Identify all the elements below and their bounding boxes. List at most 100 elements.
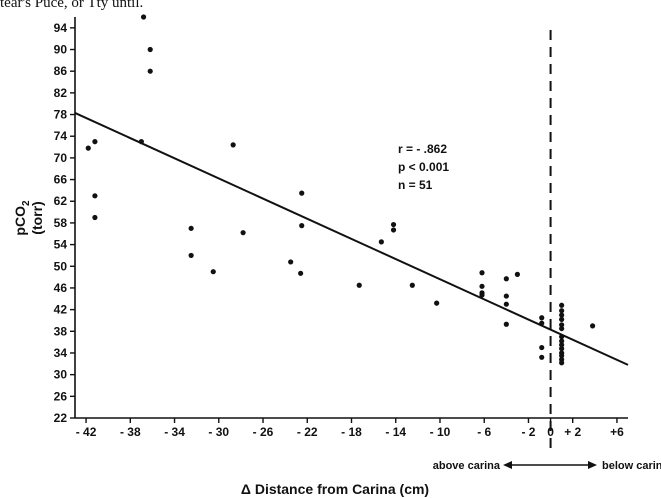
data-point	[92, 193, 98, 199]
data-point	[590, 323, 596, 329]
y-tick-label: 50	[54, 259, 68, 273]
data-point	[539, 354, 545, 360]
y-tick-label: 70	[54, 151, 68, 165]
x-tick-label: - 18	[341, 425, 362, 439]
data-point	[434, 300, 440, 306]
data-point	[288, 259, 294, 265]
data-point	[559, 346, 565, 352]
x-tick-label: - 22	[297, 425, 318, 439]
data-point	[503, 293, 509, 299]
data-point	[299, 223, 305, 229]
y-axis-title-line1: pCO2	[12, 200, 32, 236]
data-point	[559, 308, 565, 314]
data-point	[147, 68, 153, 74]
data-points	[85, 14, 596, 366]
data-point	[559, 353, 565, 359]
y-tick-label: 34	[54, 346, 68, 360]
data-point	[85, 145, 91, 151]
y-axis-title: pCO2 (torr)	[12, 200, 45, 236]
y-tick-label: 66	[54, 173, 68, 187]
x-tick-label: - 2	[521, 425, 535, 439]
stat-r: r = - .862	[398, 142, 447, 156]
data-point	[559, 322, 565, 328]
data-point	[147, 46, 153, 53]
arrow-right-icon	[588, 461, 597, 469]
x-tick-label: - 38	[120, 425, 141, 439]
y-tick-label: 74	[54, 129, 68, 143]
data-point	[539, 315, 545, 321]
above-carina-label: above carina	[433, 460, 501, 472]
data-point	[298, 270, 304, 276]
below-carina-label: below carina	[602, 460, 661, 472]
y-tick-label: 90	[54, 43, 68, 57]
x-axis-ticks: - 42 - 38 - 34 - 30 - 26 - 22 - 18 - 14 - 10 - 6 -…	[76, 418, 624, 439]
x-tick-label: - 26	[253, 425, 274, 439]
y-tick-label: 94	[54, 21, 68, 35]
data-point	[390, 227, 397, 233]
data-point	[378, 239, 384, 245]
y-tick-label: 30	[54, 368, 68, 382]
x-tick-label: - 14	[385, 425, 406, 439]
stat-p: p < 0.001	[398, 160, 449, 174]
x-tick-label: 0	[547, 425, 554, 439]
stat-n: n = 51	[398, 178, 433, 192]
header-fragment: tear's Puce, or Tty until.	[0, 0, 143, 11]
data-point	[140, 14, 147, 20]
y-axis-title-line2: (torr)	[29, 201, 45, 234]
y-tick-label: 54	[54, 238, 68, 252]
data-point	[514, 271, 521, 277]
y-tick-label: 78	[54, 108, 68, 122]
data-point	[356, 282, 362, 288]
stats-annotation: r = - .862 p < 0.001 n = 51	[398, 142, 449, 192]
y-tick-label: 62	[54, 194, 68, 208]
y-tick-label: 22	[54, 411, 68, 425]
data-point	[92, 139, 98, 145]
x-tick-label: +6	[610, 425, 624, 439]
data-point	[210, 269, 216, 275]
data-point	[559, 342, 565, 348]
data-point	[559, 334, 565, 340]
y-tick-label: 38	[54, 324, 68, 338]
x-axis-title: Δ Distance from Carina (cm)	[241, 481, 429, 497]
data-point	[479, 270, 485, 276]
data-point	[559, 316, 565, 322]
data-point	[138, 139, 144, 145]
x-tick-label: - 42	[76, 425, 97, 439]
x-tick-label: + 2	[564, 425, 581, 439]
plot-frame	[74, 17, 628, 419]
x-tick-label: - 34	[164, 425, 185, 439]
data-point	[559, 302, 565, 308]
data-point	[503, 321, 509, 327]
x-tick-label: - 30	[208, 425, 229, 439]
data-point	[188, 225, 194, 231]
carina-indicator: above carina below carina	[433, 460, 661, 472]
data-point	[479, 292, 485, 298]
arrow-left-icon	[503, 461, 512, 469]
data-point	[559, 312, 565, 318]
regression-line	[74, 112, 629, 366]
data-point	[409, 282, 415, 288]
data-point	[479, 283, 485, 289]
x-tick-label: - 10	[430, 425, 451, 439]
data-point	[390, 221, 397, 228]
y-tick-label: 86	[54, 64, 68, 78]
x-tick-label: - 6	[477, 425, 491, 439]
y-tick-label: 82	[54, 86, 68, 100]
data-point	[230, 142, 236, 148]
data-point	[92, 214, 98, 221]
data-point	[539, 344, 545, 351]
y-tick-label: 42	[54, 303, 68, 317]
y-tick-label: 26	[54, 389, 68, 403]
data-point	[188, 252, 194, 259]
data-point	[559, 360, 565, 366]
data-point	[539, 320, 545, 326]
data-point	[559, 325, 565, 332]
data-point	[299, 190, 305, 196]
data-point	[559, 338, 565, 344]
data-point	[503, 276, 509, 282]
y-axis-ticks: 22 26 30 34 38 42 46 50 54 58 62 66 70 74 78 82 86 90 94	[54, 21, 75, 425]
y-tick-label: 46	[54, 281, 68, 295]
data-point	[240, 230, 246, 236]
y-tick-label: 58	[54, 216, 68, 230]
